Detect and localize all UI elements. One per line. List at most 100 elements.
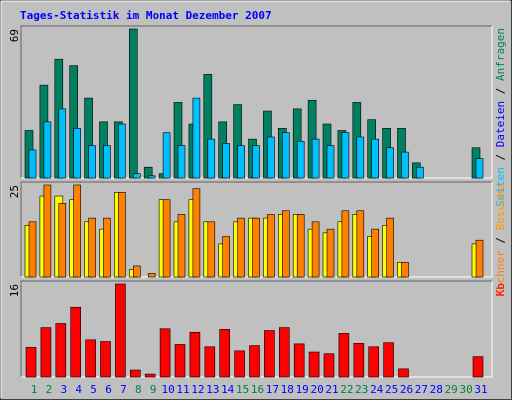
bar [73,184,81,278]
legend: Kb [494,283,507,296]
x-tick-label: 12 [191,383,204,396]
x-tick-label: 31 [474,383,487,396]
bar [368,346,380,378]
bar [40,327,52,378]
bar [118,192,126,278]
bar [58,108,67,179]
legend: Rechner / Besuche [494,184,507,297]
bar [103,217,111,278]
x-tick-label: 15 [236,383,249,396]
x-tick-label: 21 [325,383,338,396]
bar [386,147,394,179]
bar [281,132,290,179]
x-tick-label: 30 [459,383,472,396]
bar [371,138,380,179]
bar [472,356,484,378]
x-tick-label: 25 [385,383,398,396]
bar [278,327,290,378]
legend-separator: / [494,81,507,101]
bar [189,331,201,378]
bar [296,140,305,179]
bar [118,123,126,179]
bar [237,217,245,278]
x-tick-label: 2 [46,383,53,396]
bar [133,265,141,278]
bar [475,158,484,179]
bar [177,214,186,278]
bar [338,333,350,378]
x-tick-label: 17 [266,383,279,396]
legend-entry: Kb [494,283,507,296]
bar [177,145,186,179]
bar [147,273,156,278]
legend-entry: Anfragen [494,28,507,81]
x-tick-label: 6 [105,383,112,396]
bar [234,350,245,378]
bar [475,239,484,278]
bar [25,347,37,378]
x-tick-label: 9 [150,383,157,396]
bar [207,221,216,278]
bar [55,323,67,378]
bar [267,136,275,179]
bar [88,217,96,278]
x-tick-label: 27 [415,383,428,396]
bar [356,136,365,179]
y-tick-label: 16 [8,284,21,297]
bar [386,217,394,278]
bar [129,28,138,179]
bar [341,132,350,179]
x-tick-label: 28 [430,383,443,396]
bar [252,217,260,278]
bar [222,143,230,179]
bar [252,145,260,179]
bar [28,221,37,278]
bar [43,184,52,278]
x-tick-label: 20 [310,383,323,396]
bar [100,341,111,378]
x-tick-label: 8 [135,383,142,396]
bar [162,132,171,179]
x-tick-label: 22 [340,383,353,396]
bar [144,373,156,378]
bar [174,344,186,378]
bar [383,342,394,378]
legend-entry: Besuche [494,184,507,230]
panel-bevel [20,181,492,277]
x-tick-label: 1 [31,383,38,396]
bar [323,353,335,378]
x-tick-label: 16 [251,383,264,396]
bar [88,145,96,179]
legend-separator: / [494,230,507,250]
bar [281,210,290,278]
x-tick-label: 7 [120,383,127,396]
bar [85,339,96,378]
x-tick-label: 23 [355,383,368,396]
x-tick-label: 5 [90,383,97,396]
legend-entry: Rechner [494,250,507,297]
bar [237,145,245,179]
bar [401,151,409,179]
bar [162,199,171,278]
bar [58,203,67,278]
x-tick-label: 10 [161,383,174,396]
y-tick-label: 69 [8,29,21,42]
bar [207,138,216,179]
bar [133,173,141,179]
bar [416,166,424,179]
bar [28,149,37,179]
legend-separator: / [494,147,507,167]
x-tick-label: 11 [176,383,189,396]
bar [264,330,275,378]
chart-title: Tages-Statistik im Monat Dezember 2007 [20,9,272,22]
bar [311,138,320,179]
bar [356,210,365,278]
bar [204,346,216,378]
x-tick-label: 13 [206,383,219,396]
x-tick-label: 26 [400,383,413,396]
bar [249,345,260,378]
legend-entry: Seiten [494,167,507,207]
bar [115,283,126,378]
bar [308,351,320,378]
